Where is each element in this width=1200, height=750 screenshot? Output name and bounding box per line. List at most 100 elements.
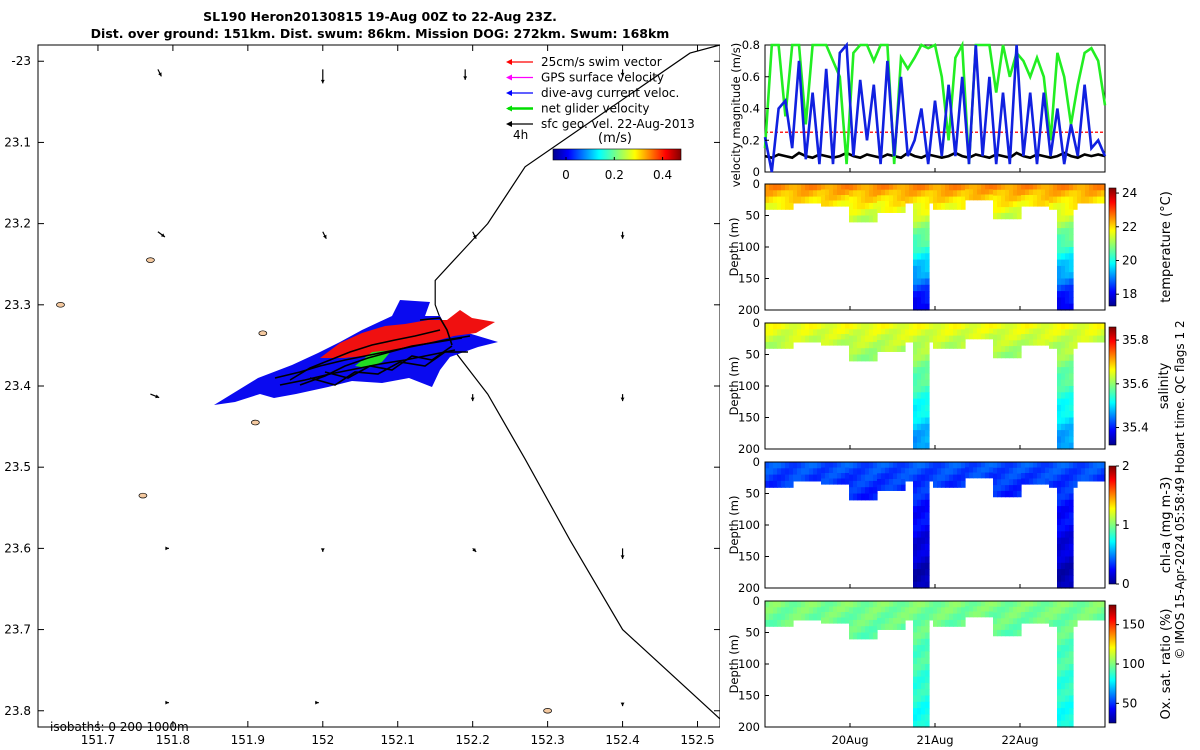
map-axes-frame [37, 44, 720, 728]
map-xtick-label: 151.9 [231, 733, 265, 747]
geo-velocity-vector [165, 546, 169, 551]
section-cbar-tick-label: 150 [1122, 618, 1145, 632]
map-ytick-label: 23.8 [4, 704, 31, 718]
velocity-ytick-label: 0.2 [742, 133, 760, 147]
geo-velocity-vector [157, 69, 162, 77]
colorbar-tick-label: 0.4 [653, 168, 672, 182]
map-xtick-label: 152.1 [381, 733, 415, 747]
colorbar-tick-label: 0.2 [605, 168, 624, 182]
depth-tick-label: 50 [745, 348, 760, 362]
velocity-ytick-label: 0.6 [742, 70, 760, 84]
section-cbar-tick-label: 1 [1122, 518, 1130, 532]
island-shape [146, 257, 155, 263]
section-ylabel: Depth (m) [727, 635, 741, 694]
depth-tick-label: 150 [738, 272, 760, 286]
colorbar-tick-label: 0 [562, 168, 570, 182]
map-ytick-label: 23.4 [4, 379, 31, 393]
map-ytick-label: 23.7 [4, 623, 31, 637]
depth-tick-label: 150 [738, 411, 760, 425]
depth-tick-label: 50 [745, 487, 760, 501]
legend-arrowhead [506, 74, 512, 81]
geo-velocity-vector [470, 394, 475, 402]
map-xtick-label: 151.7 [81, 733, 115, 747]
section-ylabel: Depth (m) [727, 496, 741, 555]
geo-velocity-vector [620, 548, 625, 559]
track-map: SL190 Heron20130815 19-Aug 00Z to 22-Aug… [4, 9, 720, 747]
section-ylabel: Depth (m) [727, 218, 741, 277]
track-line [274, 317, 471, 386]
geo-velocity-vector [472, 547, 477, 553]
section-colorbar [1108, 604, 1117, 724]
island-shape [138, 492, 148, 499]
velocity-ytick-label: 0.4 [742, 102, 760, 116]
island-shape [258, 330, 268, 336]
depth-tick-label: 0 [753, 177, 760, 191]
section-cbar-tick-label: 100 [1122, 657, 1145, 671]
time-tick-label: 20Aug [831, 733, 868, 747]
section-cbar-tick-label: 24 [1122, 186, 1137, 200]
legend-arrowhead [506, 90, 512, 96]
chart-title-line1: SL190 Heron20130815 19-Aug 00Z to 22-Aug… [203, 9, 557, 24]
map-xtick-label: 152.4 [605, 733, 639, 747]
geo-velocity-vector [322, 231, 327, 240]
depth-tick-label: 100 [738, 518, 760, 532]
map-xtick-label: 152.5 [680, 733, 714, 747]
depth-tick-label: 200 [738, 442, 760, 456]
geo-velocity-vector [463, 69, 468, 80]
velocity-ytick-label: 0 [753, 165, 760, 179]
map-ytick-label: 23.3 [4, 298, 31, 312]
section-panel-chl-a: 0 50 100 150 200 Depth (m) 0 1 2 chl-a (mg m-3) [727, 455, 1174, 595]
section-colorbar [1108, 326, 1117, 446]
depth-tick-label: 0 [753, 455, 760, 469]
geo-velocity-vector [157, 231, 166, 238]
colorbar [552, 148, 682, 161]
velocity-series-line [763, 41, 1107, 173]
geo-velocity-vector [320, 69, 325, 84]
section-cbar-tick-label: 50 [1122, 696, 1137, 710]
time-tick-label: 22Aug [1001, 733, 1038, 747]
depth-tick-label: 200 [738, 581, 760, 595]
geo-velocity-vector [620, 394, 625, 402]
colorbar-scale-note: 4h [513, 128, 528, 142]
section-cbar-label: salinity [1157, 362, 1172, 409]
island-shape [543, 708, 552, 714]
swim-vector-fan [320, 310, 495, 358]
velocity-ylabel: velocity magnitude (m/s) [729, 43, 743, 188]
map-ytick-label: 23.5 [4, 460, 31, 474]
section-cbar-tick-label: 0 [1122, 577, 1130, 591]
section-field-oxygen [765, 601, 1106, 728]
section-cbar-tick-label: 20 [1122, 253, 1137, 267]
depth-tick-label: 150 [738, 550, 760, 564]
map-legend: 25cm/s swim vector GPS surface velocitydi… [506, 55, 695, 131]
section-cbar-tick-label: 2 [1122, 459, 1130, 473]
section-panel-oxygen: 0 50 100 150 200 Depth (m) 50 100 150 Ox. sat. ra… [727, 594, 1174, 734]
section-cbar-tick-label: 35.6 [1122, 377, 1149, 391]
legend-label: sfc geo. vel. 22-Aug-2013 [541, 117, 695, 131]
section-field-temperature [765, 184, 1106, 311]
legend-label: net glider velocity [541, 102, 649, 116]
geo-velocity-vector [315, 700, 319, 705]
map-xtick-label: 151.8 [156, 733, 190, 747]
coastline [434, 44, 720, 720]
velocity-ytick-label: 0.8 [742, 38, 760, 52]
depth-tick-label: 200 [738, 720, 760, 734]
map-ytick-label: 23.2 [4, 217, 31, 231]
depth-tick-label: 100 [738, 240, 760, 254]
legend-arrowhead [506, 59, 512, 65]
depth-tick-label: 0 [753, 316, 760, 330]
section-field-chl-a [765, 462, 1106, 589]
depth-tick-label: 0 [753, 594, 760, 608]
section-colorbar [1108, 187, 1117, 307]
velocity-series-line [763, 40, 1107, 165]
legend-arrowhead [506, 121, 512, 127]
chart-title-line2: Dist. over ground: 151km. Dist. swum: 86… [91, 26, 670, 41]
map-xtick-label: 152.3 [530, 733, 564, 747]
section-panel-temperature: 0 50 100 150 200 Depth (m) 18 20 22 24 temperature… [727, 177, 1174, 317]
section-panel-salinity: 0 50 100 150 200 Depth (m) 35.4 35.6 35.8 salinit… [727, 316, 1172, 456]
velocity-panel: 0 0.2 0.4 0.6 0.8 velocity magnitude (m/s) [729, 38, 1107, 188]
section-cbar-tick-label: 35.8 [1122, 333, 1149, 347]
isobaths-label: isobaths: 0 200 1000m [50, 720, 189, 734]
map-ytick-label: 23.1 [4, 135, 31, 149]
copyright-note: © IMOS 15-Apr-2024 05:58:49 Hobart time.… [1173, 320, 1187, 659]
depth-tick-label: 200 [738, 303, 760, 317]
